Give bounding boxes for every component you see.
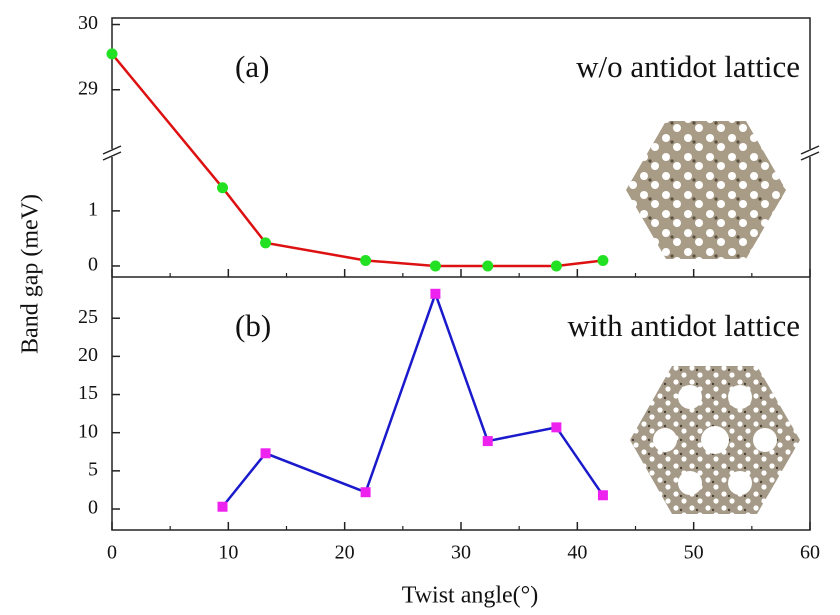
axis-break-mark (102, 145, 122, 155)
data-line (221, 290, 604, 508)
marker (217, 501, 228, 512)
x-tick-label: 10 (218, 542, 238, 564)
x-tick-label: 50 (684, 542, 704, 564)
marker (597, 490, 608, 501)
marker (482, 260, 494, 272)
marker (260, 237, 272, 249)
axis-break-mark (102, 151, 122, 161)
x-tick-label: 20 (335, 542, 355, 564)
marker (482, 436, 493, 447)
marker (430, 288, 441, 299)
x-tick-label: 40 (567, 542, 587, 564)
x-axis-label: Twist angle(°) (402, 583, 539, 609)
marker (550, 260, 562, 272)
marker (260, 448, 271, 459)
y-tick-label: 25 (78, 306, 98, 328)
lattice-image-a (626, 121, 786, 259)
panel-label: (a) (235, 49, 269, 84)
marker (360, 487, 371, 498)
y-tick-label: 1 (88, 198, 98, 220)
y-tick-label: 0 (88, 254, 98, 276)
panel-label: (b) (235, 308, 271, 343)
y-tick-label: 20 (78, 344, 98, 366)
marker (360, 254, 372, 266)
marker (106, 48, 118, 60)
panel-annotation: w/o antidot lattice (576, 49, 800, 84)
x-tick-label: 60 (800, 542, 820, 564)
x-tick-label: 30 (451, 542, 471, 564)
y-tick-label: 0 (88, 497, 98, 519)
lattice-image-b (630, 366, 800, 514)
y-tick-label: 30 (78, 12, 98, 34)
y-tick-label: 5 (88, 458, 98, 480)
y-tick-label: 29 (78, 77, 98, 99)
marker (429, 260, 441, 272)
data-line (111, 53, 604, 268)
marker (217, 182, 229, 194)
y-axis-label: Band gap (meV) (18, 194, 44, 354)
axis-break-gap (102, 149, 122, 157)
y-tick-label: 10 (78, 420, 98, 442)
y-tick-label: 15 (78, 382, 98, 404)
panel-annotation: with antidot lattice (568, 308, 800, 343)
marker (597, 254, 609, 266)
axis-break-mark (800, 145, 820, 155)
axis-break-gap (800, 149, 820, 157)
axis-break-mark (800, 151, 820, 161)
marker (551, 422, 562, 433)
x-tick-label: 0 (107, 542, 117, 564)
